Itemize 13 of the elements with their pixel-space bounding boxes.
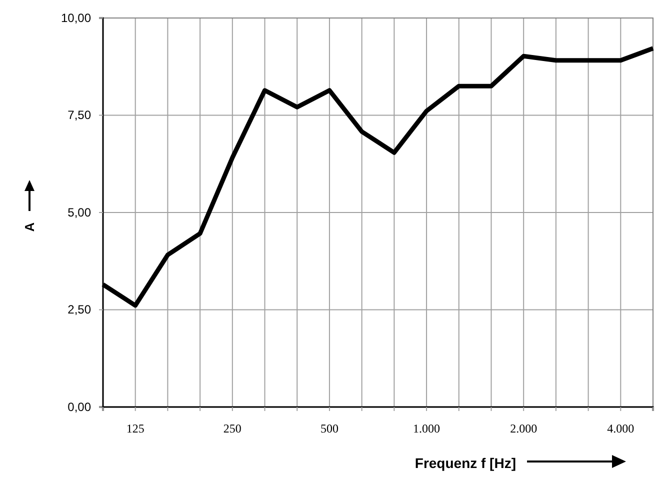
y-tick-label: 0,00 [68,400,92,414]
y-tick-label: 5,00 [68,205,92,220]
x-tick-label: 4.000 [607,422,634,436]
x-tick-label: 2.000 [510,422,538,436]
x-axis-title: Frequenz f [Hz] [414,455,516,471]
x-tick-label: 1.000 [413,422,440,436]
y-tick-label: 10,00 [60,10,92,25]
x-tick-label: 500 [320,422,338,436]
x-tick-label: 125 [126,422,144,436]
y-tick-label: 2,50 [68,302,92,317]
y-tick-label: 7,50 [68,108,92,122]
y-axis-title: A [22,222,37,232]
x-tick-label: 250 [223,422,242,436]
